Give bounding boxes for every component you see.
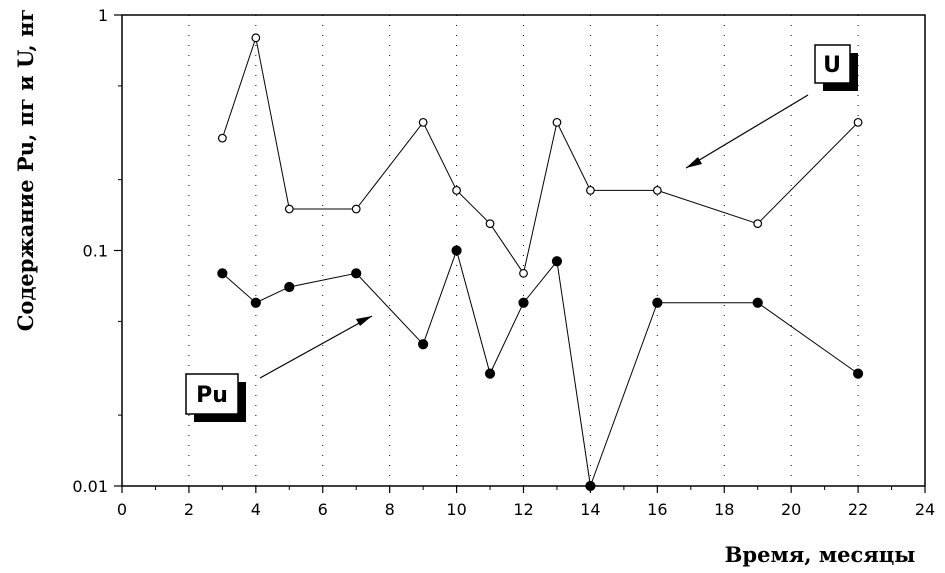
- chart-grid: [188, 15, 859, 486]
- x-tick-label-10: 20: [781, 500, 801, 519]
- x-axis-title: Время, месяцы: [725, 542, 916, 567]
- x-tick-label-11: 22: [848, 500, 868, 519]
- label-box-u: U: [814, 44, 858, 91]
- series-line-Pu: [222, 248, 859, 487]
- label-box-pu: Pu: [185, 373, 246, 422]
- point-U-8: [552, 117, 562, 127]
- y-axis-title: Содержание Pu, пг и U, нг: [13, 9, 38, 332]
- point-Pu-12: [852, 368, 864, 379]
- point-U-11: [753, 219, 763, 229]
- x-axis-ticks: 0 2 4 6 8 10 12 14 16 18 20 22 24: [117, 486, 935, 519]
- x-tick-label-8: 16: [647, 500, 667, 519]
- x-tick-label-7: 14: [580, 500, 600, 519]
- y-tick-label-0: 1: [98, 6, 108, 25]
- arrow-pu-head: [356, 316, 372, 326]
- point-Pu-9: [585, 480, 596, 492]
- x-tick-label-3: 6: [318, 500, 328, 519]
- annotation-u: U: [823, 53, 841, 78]
- annotation-pu: Pu: [196, 383, 228, 408]
- y-tick-label-2: 0.01: [72, 477, 108, 496]
- arrow-u: [685, 94, 809, 169]
- series-markers: [217, 33, 864, 492]
- point-Pu-10: [652, 297, 663, 308]
- point-U-10: [652, 185, 662, 195]
- point-U-1: [251, 33, 261, 43]
- arrow-u-head: [686, 157, 702, 168]
- point-Pu-7: [518, 297, 529, 308]
- arrow-pu: [259, 315, 373, 379]
- point-Pu-4: [418, 339, 429, 350]
- point-Pu-2: [284, 281, 295, 293]
- point-Pu-8: [551, 256, 563, 267]
- point-Pu-3: [351, 268, 362, 279]
- point-Pu-6: [484, 368, 496, 379]
- point-Pu-1: [250, 297, 261, 308]
- x-tick-label-2: 4: [251, 500, 261, 519]
- point-U-2: [284, 204, 294, 214]
- point-U-3: [351, 204, 361, 214]
- x-tick-label-12: 24: [915, 500, 935, 519]
- series-lines: [221, 35, 859, 487]
- x-tick-label-6: 12: [513, 500, 533, 519]
- point-U-9: [586, 185, 595, 195]
- point-Pu-5: [451, 245, 462, 256]
- point-U-6: [485, 219, 495, 229]
- point-U-5: [452, 185, 461, 195]
- x-tick-label-0: 0: [117, 500, 127, 519]
- point-U-12: [853, 117, 863, 127]
- x-tick-label-9: 18: [714, 500, 734, 519]
- point-U-4: [418, 117, 428, 127]
- annotations: U Pu: [185, 44, 858, 422]
- point-Pu-0: [217, 268, 228, 279]
- x-tick-label-1: 2: [184, 500, 194, 519]
- y-tick-label-1: 0.1: [83, 242, 108, 261]
- y-axis-ticks: 1 0.1 0.01: [72, 6, 122, 496]
- point-Pu-11: [752, 297, 763, 308]
- x-tick-label-4: 8: [385, 500, 395, 519]
- x-tick-label-5: 10: [446, 500, 466, 519]
- point-U-0: [217, 133, 227, 143]
- series-line-U: [221, 35, 859, 275]
- point-U-7: [519, 268, 528, 278]
